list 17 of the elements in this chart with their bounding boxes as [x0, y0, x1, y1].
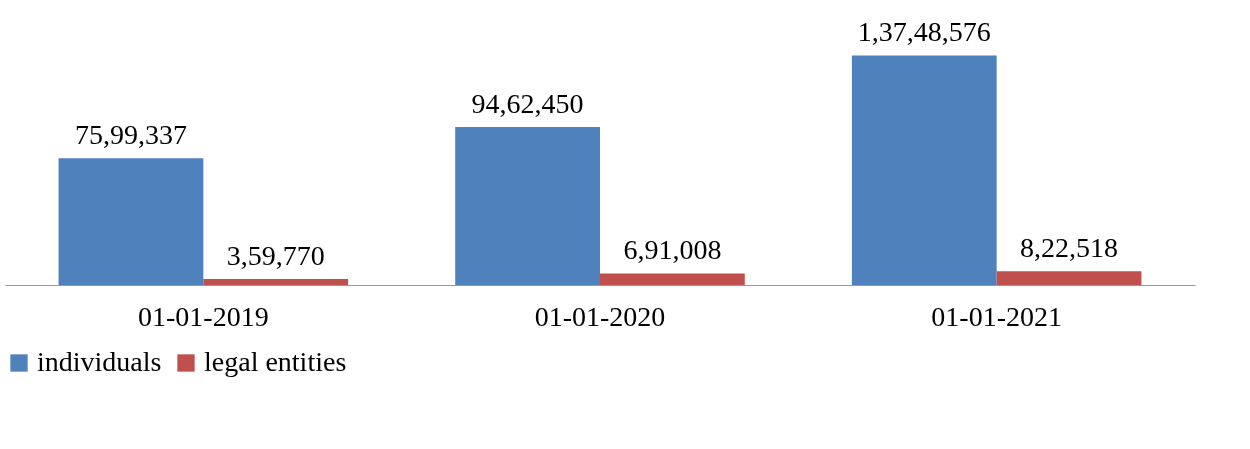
data-label: 75,99,337 [74, 119, 187, 151]
legend-label: legal entities [204, 346, 347, 377]
data-label: 94,62,450 [471, 88, 584, 120]
bar [455, 127, 600, 285]
bar [996, 271, 1142, 285]
data-label: 8,22,518 [1020, 232, 1119, 264]
bar [58, 158, 204, 285]
x-tick-label: 01-01-2019 [138, 300, 269, 332]
x-tick-label: 01-01-2020 [534, 300, 666, 332]
data-label: 1,37,48,576 [857, 16, 991, 48]
data-label: 3,59,770 [226, 239, 325, 271]
legend-label: individuals [37, 346, 162, 377]
x-tick-label: 01-01-2021 [931, 300, 1062, 332]
bar [600, 273, 745, 285]
bar [203, 278, 349, 285]
bar [851, 55, 997, 285]
data-label: 6,91,008 [623, 234, 722, 266]
